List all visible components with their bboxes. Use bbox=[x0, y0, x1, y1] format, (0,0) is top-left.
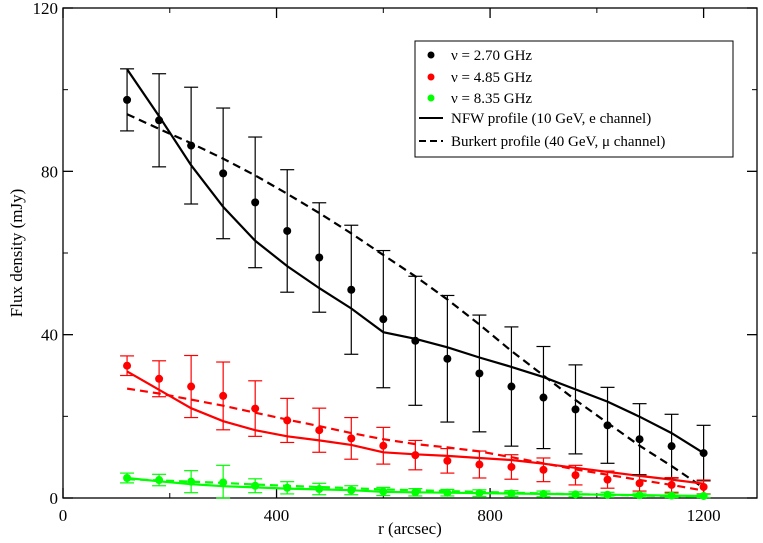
legend-marker-2-70ghz bbox=[427, 51, 435, 59]
legend-label-2-70ghz: ν = 2.70 GHz bbox=[451, 48, 532, 64]
legend-label-burkert: Burkert profile (40 GeV, μ channel) bbox=[451, 134, 665, 150]
data-point bbox=[443, 354, 452, 363]
legend-box bbox=[414, 40, 734, 158]
data-point bbox=[539, 465, 548, 474]
data-point bbox=[379, 315, 388, 324]
data-point bbox=[571, 471, 580, 480]
data-point bbox=[603, 490, 612, 499]
legend-marker-8-35ghz bbox=[427, 94, 435, 102]
data-point bbox=[251, 198, 260, 207]
data-point bbox=[635, 491, 644, 500]
data-point bbox=[603, 475, 612, 484]
legend-label-4-85ghz: ν = 4.85 GHz bbox=[451, 70, 532, 86]
data-point bbox=[315, 485, 324, 494]
data-point bbox=[411, 488, 420, 497]
data-point bbox=[187, 382, 196, 391]
data-point bbox=[699, 482, 708, 491]
data-point bbox=[347, 486, 356, 495]
data-point bbox=[315, 426, 324, 435]
plot-series bbox=[120, 68, 711, 500]
data-point bbox=[379, 487, 388, 496]
data-point bbox=[187, 477, 196, 486]
axis-ticks: 0 400 800 1200 0 40 80 120 bbox=[33, 0, 757, 525]
y-tick-label: 40 bbox=[41, 326, 58, 345]
data-point bbox=[347, 285, 356, 294]
data-point bbox=[475, 369, 484, 378]
data-point bbox=[507, 382, 516, 391]
data-point bbox=[411, 451, 420, 460]
legend-label-nfw: NFW profile (10 GeV, e channel) bbox=[451, 111, 651, 127]
data-point bbox=[315, 253, 324, 262]
data-point bbox=[219, 478, 228, 487]
data-point bbox=[155, 476, 164, 485]
y-tick-label: 0 bbox=[50, 489, 59, 508]
data-point bbox=[123, 95, 132, 104]
y-tick-label: 120 bbox=[33, 0, 59, 18]
y-axis-title: Flux density (mJy) bbox=[7, 189, 26, 317]
data-point bbox=[635, 479, 644, 488]
data-point bbox=[251, 404, 260, 413]
x-tick-label: 400 bbox=[264, 506, 290, 525]
data-point bbox=[187, 141, 196, 150]
x-tick-label: 1200 bbox=[687, 506, 721, 525]
data-point bbox=[347, 434, 356, 443]
legend-label-8-35ghz: ν = 8.35 GHz bbox=[451, 91, 532, 107]
data-point bbox=[635, 435, 644, 444]
data-point bbox=[699, 491, 708, 500]
data-point bbox=[571, 405, 580, 414]
data-point bbox=[667, 491, 676, 500]
data-point bbox=[443, 456, 452, 465]
x-tick-label: 800 bbox=[477, 506, 503, 525]
legend-marker-4-85ghz bbox=[427, 73, 435, 81]
data-point bbox=[667, 480, 676, 489]
data-point bbox=[603, 421, 612, 430]
data-point bbox=[699, 449, 708, 458]
data-point bbox=[379, 441, 388, 450]
data-point bbox=[507, 462, 516, 471]
data-point bbox=[155, 374, 164, 383]
data-point bbox=[411, 336, 420, 345]
y-tick-label: 80 bbox=[41, 162, 58, 181]
data-point bbox=[475, 460, 484, 469]
data-point bbox=[507, 489, 516, 498]
data-point bbox=[571, 490, 580, 499]
x-axis-title: r (arcsec) bbox=[378, 519, 442, 538]
x-tick-label: 0 bbox=[59, 506, 68, 525]
data-point bbox=[123, 473, 132, 482]
data-point bbox=[283, 226, 292, 235]
data-point bbox=[251, 481, 260, 490]
data-point bbox=[443, 488, 452, 497]
data-point bbox=[155, 116, 164, 125]
data-point bbox=[667, 442, 676, 451]
data-point bbox=[283, 416, 292, 425]
data-point bbox=[123, 361, 132, 370]
data-point bbox=[475, 489, 484, 498]
data-point bbox=[539, 393, 548, 402]
data-point bbox=[219, 391, 228, 400]
legend: ν = 2.70 GHz ν = 4.85 GHz ν = 8.35 GHz N… bbox=[414, 40, 734, 158]
data-point bbox=[219, 169, 228, 178]
data-point bbox=[283, 483, 292, 492]
data-point bbox=[539, 489, 548, 498]
